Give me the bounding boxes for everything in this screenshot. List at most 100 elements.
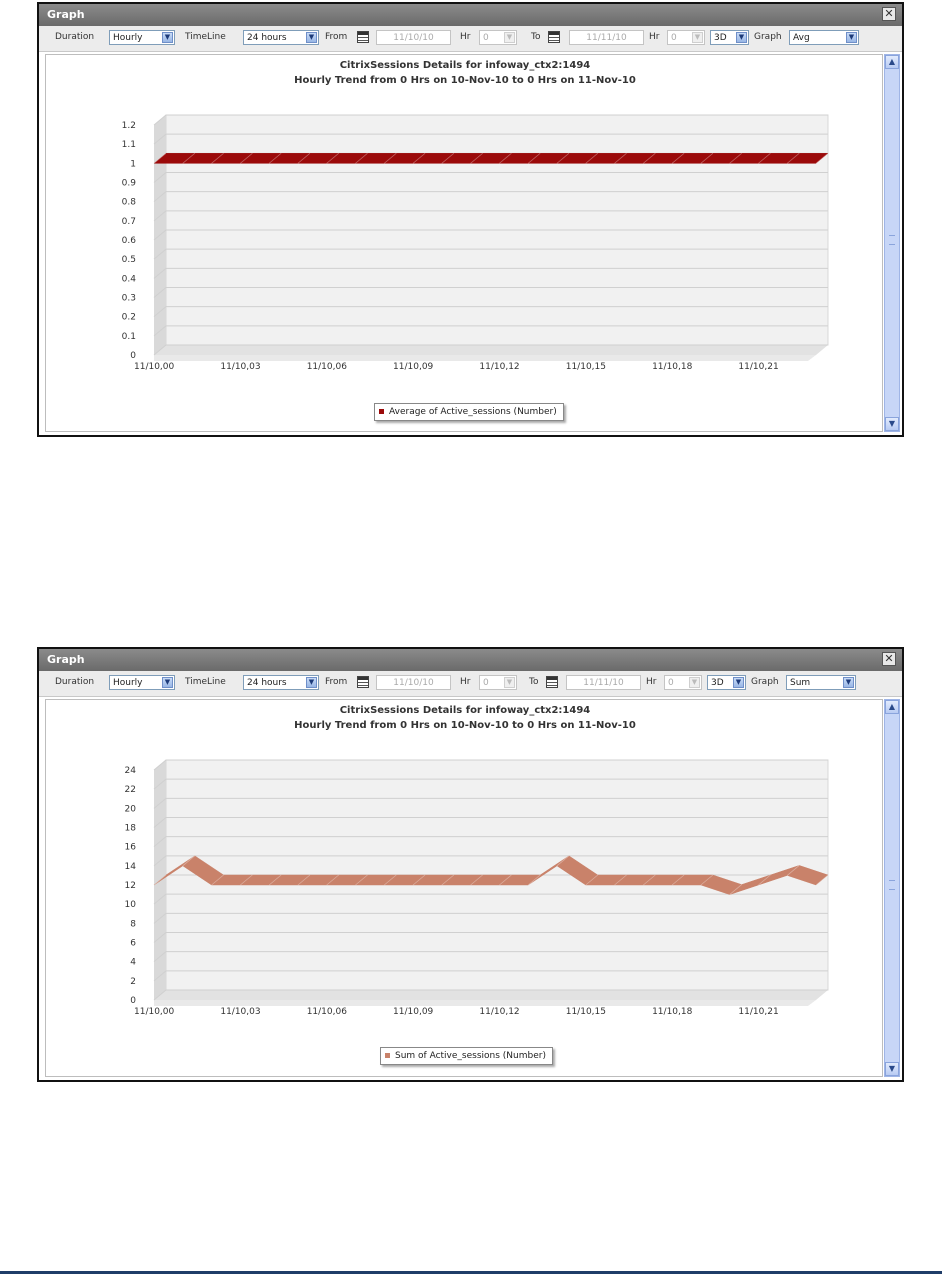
graph-type-select[interactable]: Avg ▼ <box>789 30 859 45</box>
scroll-grip[interactable] <box>889 880 895 890</box>
y-tick-label: 24 <box>125 766 137 776</box>
x-tick-label: 11/10,18 <box>652 362 693 372</box>
gridline <box>153 133 828 145</box>
window-title: Graph <box>47 653 85 666</box>
graph-type-select[interactable]: Sum ▼ <box>786 675 856 690</box>
calendar-icon[interactable] <box>546 676 558 688</box>
view-select[interactable]: 3D ▼ <box>710 30 749 45</box>
data-point <box>182 855 196 867</box>
gridline <box>153 951 828 963</box>
to-label: To <box>531 32 541 42</box>
data-point <box>412 153 426 164</box>
plot-floor-front <box>154 1000 816 1006</box>
y-tick-label: 1.1 <box>122 140 136 150</box>
chart-panel: CitrixSessions Details for infoway_ctx2:… <box>45 699 883 1077</box>
x-tick-label: 11/10,09 <box>393 1007 434 1017</box>
scroll-down-icon[interactable]: ▼ <box>885 417 899 431</box>
data-point <box>700 874 714 886</box>
scroll-grip[interactable] <box>889 235 895 245</box>
from-hr-value: 0 <box>483 33 489 43</box>
from-date-input[interactable]: 11/10/10 <box>376 30 451 45</box>
data-point <box>527 874 541 886</box>
chart-subtitle: Hourly Trend from 0 Hrs on 10-Nov-10 to … <box>294 720 636 731</box>
scroll-up-icon[interactable]: ▲ <box>885 55 899 69</box>
y-tick-label: 0.2 <box>122 313 136 323</box>
chevron-down-icon: ▼ <box>733 677 744 688</box>
duration-select[interactable]: Hourly ▼ <box>109 30 175 45</box>
chevron-down-icon: ▼ <box>692 32 703 43</box>
y-tick-label: 0 <box>130 351 136 361</box>
gridline <box>153 759 828 771</box>
x-tick-label: 11/10,12 <box>479 1007 519 1017</box>
from-hr-select[interactable]: 0 ▼ <box>479 30 517 45</box>
graph-type-value: Avg <box>793 33 810 43</box>
chart-subtitle: Hourly Trend from 0 Hrs on 10-Nov-10 to … <box>294 75 636 86</box>
y-tick-label: 8 <box>130 919 136 929</box>
timeline-select[interactable]: 24 hours ▼ <box>243 675 319 690</box>
gridline <box>153 248 828 260</box>
gridline <box>153 325 828 337</box>
to-hr-select[interactable]: 0 ▼ <box>664 675 702 690</box>
y-tick-label: 0.6 <box>122 236 137 246</box>
from-hr-select[interactable]: 0 ▼ <box>479 675 517 690</box>
data-point <box>384 153 397 164</box>
y-tick-label: 4 <box>130 958 136 968</box>
chart-legend: Sum of Active_sessions (Number) <box>380 1047 553 1065</box>
data-point <box>643 874 656 886</box>
legend-swatch <box>385 1053 390 1058</box>
gridline <box>153 267 828 279</box>
data-point <box>355 153 368 164</box>
data-point <box>614 153 627 164</box>
gridline <box>153 191 828 203</box>
data-point <box>671 153 685 164</box>
close-icon[interactable]: ✕ <box>882 652 896 666</box>
gridline <box>153 989 828 1001</box>
data-point <box>643 153 656 164</box>
y-tick-label: 0.3 <box>122 294 136 304</box>
legend-swatch <box>379 409 384 414</box>
gridline <box>153 229 828 241</box>
vertical-scrollbar[interactable]: ▲ ▼ <box>884 699 900 1077</box>
to-date-input[interactable]: 11/11/10 <box>569 30 644 45</box>
x-tick-label: 11/10,15 <box>566 1007 606 1017</box>
gridline <box>153 287 828 298</box>
timeline-select[interactable]: 24 hours ▼ <box>243 30 319 45</box>
y-tick-label: 16 <box>125 843 137 853</box>
y-tick-label: 22 <box>125 785 136 795</box>
gridline <box>153 817 828 828</box>
scroll-down-icon[interactable]: ▼ <box>885 1062 899 1076</box>
data-point <box>786 153 800 164</box>
to-hr-select[interactable]: 0 ▼ <box>667 30 705 45</box>
duration-label: Duration <box>55 32 95 42</box>
data-point <box>815 874 829 886</box>
data-point <box>585 874 598 886</box>
data-point <box>441 874 455 886</box>
y-tick-label: 14 <box>125 862 137 872</box>
data-point <box>671 874 685 886</box>
from-date-input[interactable]: 11/10/10 <box>376 675 451 690</box>
vertical-scrollbar[interactable]: ▲ ▼ <box>884 54 900 432</box>
to-date-input[interactable]: 11/11/10 <box>566 675 641 690</box>
to-label: To <box>529 677 539 687</box>
chart-title: CitrixSessions Details for infoway_ctx2:… <box>339 60 591 71</box>
data-point <box>585 153 598 164</box>
data-point <box>758 874 771 886</box>
y-tick-label: 20 <box>125 804 137 814</box>
x-tick-label: 11/10,06 <box>307 362 348 372</box>
calendar-icon[interactable] <box>357 676 369 688</box>
calendar-icon[interactable] <box>548 31 560 43</box>
gridline <box>153 344 828 356</box>
graph-toolbar: Duration Hourly ▼ TimeLine 24 hours ▼ From… <box>39 26 902 52</box>
scroll-up-icon[interactable]: ▲ <box>885 700 899 714</box>
duration-select[interactable]: Hourly ▼ <box>109 675 175 690</box>
data-point <box>441 153 455 164</box>
data-point <box>729 153 742 164</box>
graph-toolbar: Duration Hourly ▼ TimeLine 24 hours ▼ From… <box>39 671 902 697</box>
y-tick-label: 0 <box>130 996 136 1006</box>
data-point <box>355 874 368 886</box>
calendar-icon[interactable] <box>357 31 369 43</box>
data-point <box>556 855 570 867</box>
view-select[interactable]: 3D ▼ <box>707 675 746 690</box>
x-tick-label: 11/10,09 <box>393 362 434 372</box>
close-icon[interactable]: ✕ <box>882 7 896 21</box>
